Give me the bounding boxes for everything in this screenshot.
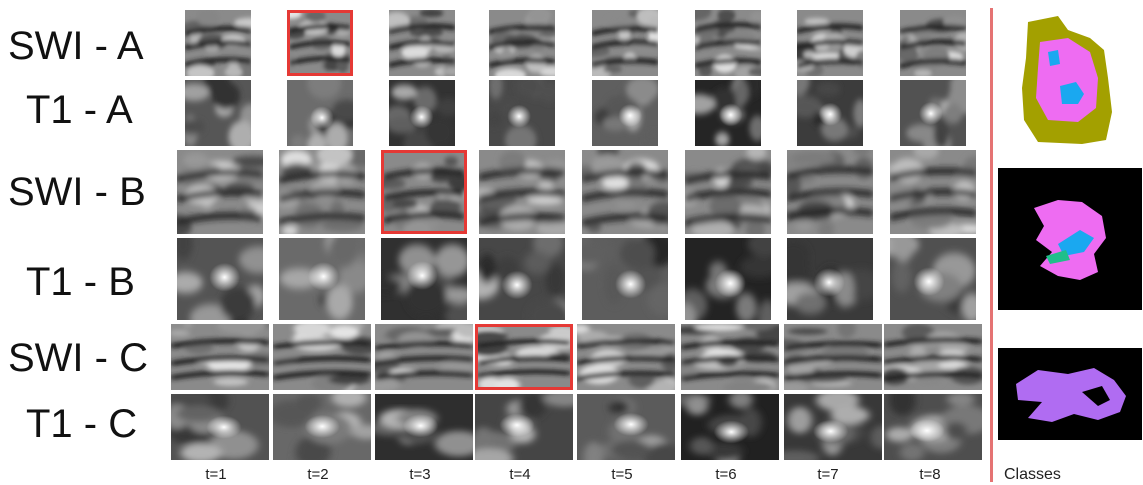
timepoint-label-1: t=1 <box>205 466 227 483</box>
class-region-cyan <box>1048 50 1060 66</box>
tile-swi-b-t3 <box>381 150 467 234</box>
tile-t1-a-t4 <box>489 80 555 146</box>
tile-swi-c-t5 <box>577 324 675 390</box>
tile-t1-b-t3 <box>381 238 467 320</box>
tile-t1-a-t6 <box>695 80 761 146</box>
tile-t1-b-t8 <box>890 238 976 320</box>
row-label-t1-c: T1 - C <box>26 402 138 446</box>
tile-swi-c-t6 <box>681 324 779 390</box>
tile-swi-c-t8 <box>884 324 982 390</box>
class-region-cyan <box>1082 386 1110 406</box>
tile-swi-c-t3 <box>375 324 473 390</box>
class-map-c <box>998 348 1142 440</box>
class-map-a <box>998 8 1142 148</box>
row-label-swi-b: SWI - B <box>8 170 146 214</box>
tile-t1-c-t8 <box>884 394 982 460</box>
class-map-b-svg <box>1034 200 1106 280</box>
tile-t1-a-t7 <box>797 80 863 146</box>
tile-swi-b-t1 <box>177 150 263 234</box>
tile-t1-a-t8 <box>900 80 966 146</box>
tile-t1-a-t1 <box>185 80 251 146</box>
tile-swi-a-t2 <box>287 10 353 76</box>
tile-swi-b-t2 <box>279 150 365 234</box>
class-region-cyan <box>1060 82 1084 104</box>
class-map-b <box>998 168 1142 310</box>
tile-t1-c-t1 <box>171 394 269 460</box>
tile-t1-a-t2 <box>287 80 353 146</box>
timepoint-label-3: t=3 <box>409 466 431 483</box>
tile-t1-c-t7 <box>784 394 882 460</box>
timepoint-label-6: t=6 <box>715 466 737 483</box>
row-label-t1-a: T1 - A <box>26 88 133 132</box>
class-map-c-svg <box>1016 368 1126 422</box>
row-label-swi-a: SWI - A <box>8 24 144 68</box>
class-region-green <box>1046 250 1070 264</box>
timepoint-label-8: t=8 <box>919 466 941 483</box>
tile-swi-b-t4 <box>479 150 565 234</box>
tile-swi-b-t7 <box>787 150 873 234</box>
tile-swi-a-t3 <box>389 10 455 76</box>
tile-swi-b-t5 <box>582 150 668 234</box>
tile-swi-c-t7 <box>784 324 882 390</box>
tile-swi-a-t7 <box>797 10 863 76</box>
tile-t1-c-t5 <box>577 394 675 460</box>
tile-t1-b-t1 <box>177 238 263 320</box>
tile-t1-b-t5 <box>582 238 668 320</box>
tile-t1-c-t3 <box>375 394 473 460</box>
tile-swi-c-t4 <box>475 324 573 390</box>
tile-t1-a-t5 <box>592 80 658 146</box>
tile-t1-b-t7 <box>787 238 873 320</box>
class-region-cyan <box>1058 230 1094 256</box>
classes-label: Classes <box>1004 466 1061 483</box>
row-label-t1-b: T1 - B <box>26 260 135 304</box>
timepoint-label-5: t=5 <box>611 466 633 483</box>
tile-t1-c-t4 <box>475 394 573 460</box>
row-label-swi-c: SWI - C <box>8 336 148 380</box>
tile-swi-a-t1 <box>185 10 251 76</box>
tile-swi-a-t8 <box>900 10 966 76</box>
divider-line <box>990 8 993 482</box>
class-map-a-svg <box>998 8 1142 148</box>
class-region-violet <box>1016 368 1126 422</box>
tile-t1-b-t6 <box>685 238 771 320</box>
tile-t1-b-t2 <box>279 238 365 320</box>
timepoint-label-7: t=7 <box>817 466 839 483</box>
tile-t1-c-t6 <box>681 394 779 460</box>
tile-swi-a-t4 <box>489 10 555 76</box>
timepoint-label-4: t=4 <box>509 466 531 483</box>
tile-swi-a-t5 <box>592 10 658 76</box>
tile-swi-b-t8 <box>890 150 976 234</box>
tile-t1-c-t2 <box>273 394 371 460</box>
tile-swi-c-t1 <box>171 324 269 390</box>
timepoint-label-2: t=2 <box>307 466 329 483</box>
tile-t1-a-t3 <box>389 80 455 146</box>
tile-swi-a-t6 <box>695 10 761 76</box>
tile-swi-b-t6 <box>685 150 771 234</box>
tile-t1-b-t4 <box>479 238 565 320</box>
tile-swi-c-t2 <box>273 324 371 390</box>
